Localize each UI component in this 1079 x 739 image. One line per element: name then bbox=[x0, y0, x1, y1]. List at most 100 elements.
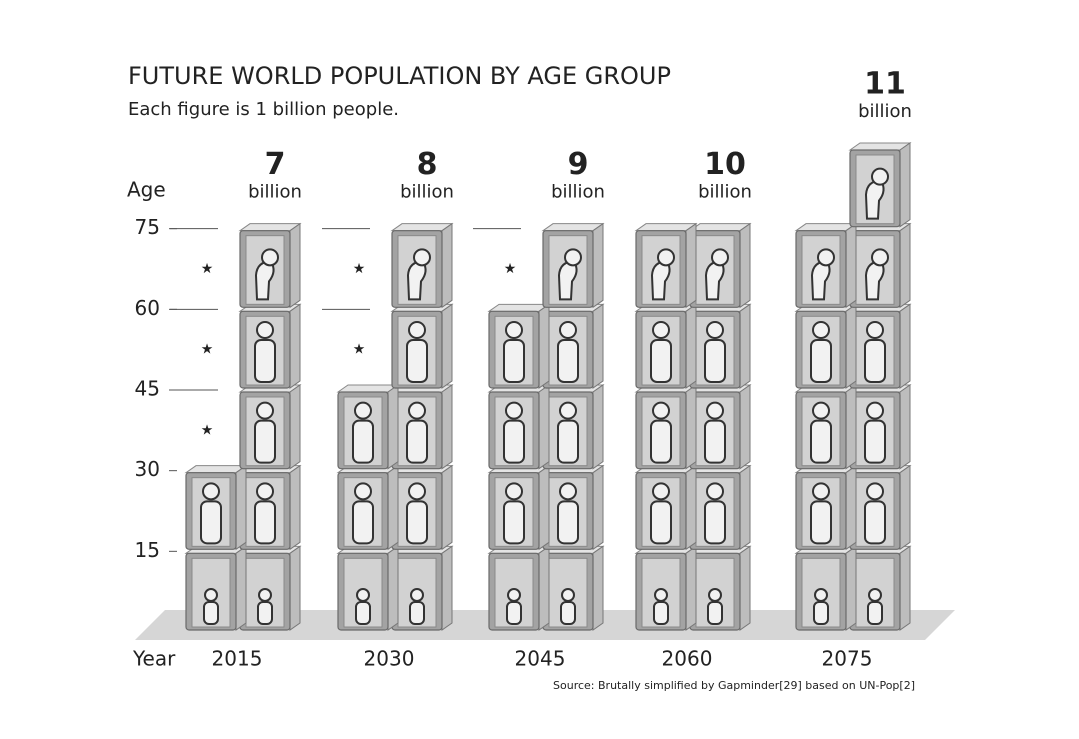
total-value: 9 bbox=[568, 147, 589, 182]
total-unit: billion bbox=[248, 182, 302, 203]
figure-body bbox=[707, 601, 723, 625]
total-unit: billion bbox=[400, 182, 454, 203]
box-side bbox=[441, 384, 453, 470]
figure-head bbox=[812, 401, 830, 420]
figure-head bbox=[564, 248, 582, 267]
figure-head bbox=[652, 482, 670, 501]
figure-body bbox=[704, 339, 726, 383]
figure-body bbox=[352, 419, 374, 464]
figure-body bbox=[813, 601, 829, 625]
figure-head bbox=[866, 401, 884, 420]
figure-body bbox=[704, 500, 726, 545]
box-side bbox=[538, 303, 550, 389]
figure-body bbox=[557, 419, 579, 464]
box-side bbox=[899, 545, 911, 631]
figure-body bbox=[867, 601, 883, 625]
chart-subtitle: Each figure is 1 billion people. bbox=[128, 99, 399, 120]
figure-head bbox=[814, 588, 828, 602]
star: ★ bbox=[353, 261, 366, 277]
box-side bbox=[845, 222, 857, 309]
x-tick-label: 2075 bbox=[822, 647, 873, 671]
box-side bbox=[538, 384, 550, 470]
figure-head bbox=[871, 248, 889, 267]
figure-head bbox=[652, 401, 670, 420]
figure-body bbox=[406, 419, 428, 464]
total-unit: billion bbox=[551, 182, 605, 203]
box-side bbox=[845, 545, 857, 631]
figure-head bbox=[561, 588, 575, 602]
figure-head bbox=[559, 482, 577, 501]
figure-head bbox=[505, 482, 523, 501]
figure-head bbox=[868, 588, 882, 602]
figure-head bbox=[261, 248, 279, 267]
figure-head bbox=[256, 321, 274, 339]
figure-body bbox=[409, 601, 425, 625]
figure-body bbox=[560, 601, 576, 625]
source: Source: Brutally simplified by Gapminder… bbox=[553, 679, 915, 692]
box-side bbox=[685, 222, 697, 309]
figure-body bbox=[810, 339, 832, 383]
box-side bbox=[289, 464, 301, 551]
y-tick-label: 45 bbox=[135, 377, 160, 401]
y-tick-label: 60 bbox=[135, 296, 160, 320]
figure-body bbox=[203, 601, 219, 625]
figure-body bbox=[557, 339, 579, 383]
box-side bbox=[739, 464, 751, 551]
figure-body bbox=[557, 500, 579, 545]
y-tick-label: 15 bbox=[135, 538, 160, 562]
box-side bbox=[592, 464, 604, 551]
box-side bbox=[592, 545, 604, 631]
figure-body bbox=[254, 339, 276, 383]
box-side bbox=[592, 384, 604, 470]
box-side bbox=[899, 222, 911, 309]
box-side bbox=[685, 384, 697, 470]
box-side bbox=[538, 545, 550, 631]
box-side bbox=[739, 384, 751, 470]
figure-head bbox=[654, 588, 668, 602]
box-side bbox=[235, 464, 247, 551]
figure-body bbox=[650, 500, 672, 545]
figure-head bbox=[711, 248, 729, 267]
x-tick-label: 2015 bbox=[212, 647, 263, 671]
box-side bbox=[899, 142, 911, 228]
figure-head bbox=[706, 482, 724, 501]
figure-head bbox=[866, 482, 884, 501]
total-unit: billion bbox=[698, 182, 752, 203]
box-side bbox=[387, 464, 399, 551]
figure-head bbox=[652, 321, 670, 339]
box-side bbox=[592, 222, 604, 309]
box-side bbox=[441, 464, 453, 551]
figure-head bbox=[410, 588, 424, 602]
total-value: 11 bbox=[864, 67, 906, 102]
figure-body bbox=[200, 500, 222, 545]
figure-head bbox=[657, 248, 675, 267]
figure-body bbox=[406, 339, 428, 383]
x-axis-label: Year bbox=[132, 647, 176, 671]
figure-body bbox=[506, 601, 522, 625]
x-tick-label: 2045 bbox=[515, 647, 566, 671]
x-tick-label: 2030 bbox=[364, 647, 415, 671]
figure-head bbox=[258, 588, 272, 602]
figure-body bbox=[352, 500, 374, 545]
figure-body bbox=[254, 500, 276, 545]
box-side bbox=[685, 464, 697, 551]
figure-head bbox=[202, 482, 220, 501]
figure-head bbox=[706, 321, 724, 339]
chart-title: FUTURE WORLD POPULATION BY AGE GROUP bbox=[128, 62, 671, 90]
figure-body bbox=[653, 601, 669, 625]
figure-body bbox=[355, 601, 371, 625]
box-side bbox=[538, 464, 550, 551]
box-side bbox=[845, 464, 857, 551]
star: ★ bbox=[504, 261, 517, 277]
figure-head bbox=[507, 588, 521, 602]
box-side bbox=[289, 303, 301, 389]
figure-body bbox=[503, 339, 525, 383]
box-side bbox=[289, 545, 301, 631]
figure-head bbox=[408, 482, 426, 501]
figure-head bbox=[408, 401, 426, 420]
star: ★ bbox=[201, 342, 214, 358]
total-value: 8 bbox=[417, 147, 438, 182]
figure-body bbox=[864, 419, 886, 464]
figure-head bbox=[354, 482, 372, 501]
